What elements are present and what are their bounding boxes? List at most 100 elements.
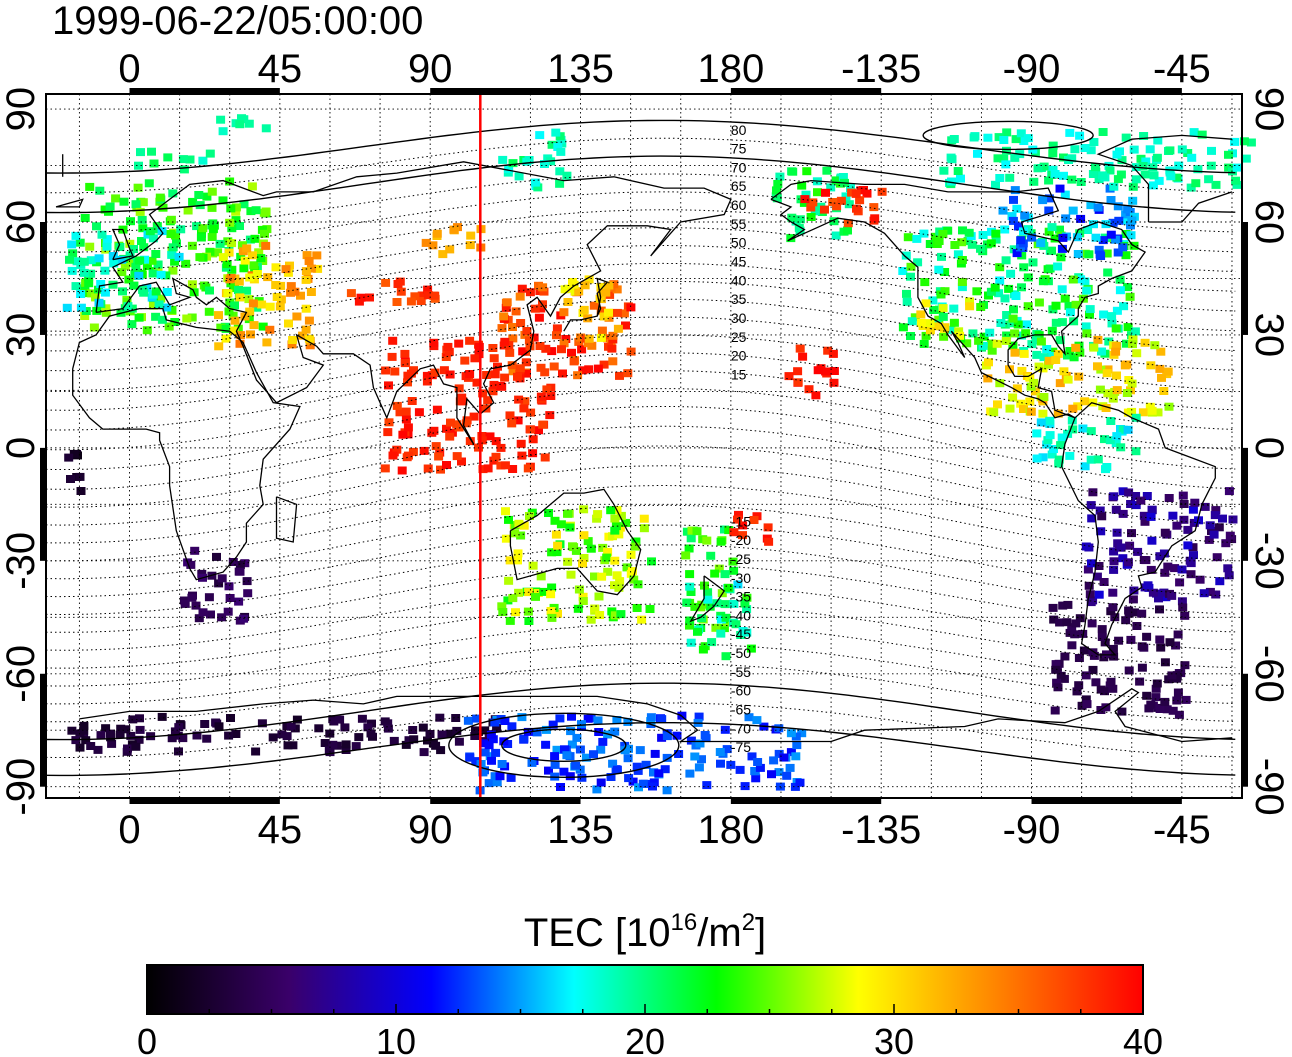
- tec-pixel: [786, 729, 796, 738]
- tec-pixel: [529, 333, 539, 342]
- tec-pixel: [545, 411, 555, 420]
- tec-pixel: [649, 768, 658, 777]
- tec-pixel: [1232, 163, 1242, 172]
- tec-pixel: [550, 752, 560, 761]
- tec-pixel: [621, 518, 631, 527]
- tec-pixel: [66, 475, 75, 483]
- tec-pixel: [190, 546, 200, 555]
- tec-pixel: [1034, 298, 1044, 307]
- tec-pixel: [1082, 286, 1092, 295]
- tec-pixel: [626, 347, 636, 356]
- tec-pixel: [751, 774, 761, 783]
- tec-pixel: [1113, 248, 1123, 257]
- tec-pixel: [117, 268, 127, 277]
- tec-pixel: [633, 580, 643, 589]
- tec-pixel: [500, 373, 510, 382]
- tec-pixel: [94, 254, 104, 263]
- lat-tick-label-right: 90: [1247, 87, 1291, 132]
- tec-pixel: [559, 767, 569, 776]
- tec-pixel: [187, 280, 197, 289]
- tec-pixel: [1057, 433, 1067, 442]
- tec-pixel: [257, 300, 267, 309]
- tec-pixel: [1128, 335, 1138, 344]
- tec-pixel: [305, 341, 315, 350]
- tec-pixel: [296, 291, 305, 300]
- tec-pixel: [1091, 233, 1101, 242]
- tec-pixel: [947, 177, 956, 186]
- tec-pixel: [572, 733, 582, 742]
- tec-pixel: [1047, 326, 1057, 335]
- tec-pixel: [1075, 348, 1085, 357]
- tec-pixel: [552, 745, 562, 754]
- tec-pixel: [513, 549, 523, 558]
- tec-pixel: [418, 723, 428, 732]
- tec-pixel: [1113, 202, 1123, 211]
- lon-tick-label-top: 45: [258, 47, 303, 91]
- tec-pixel: [1121, 210, 1131, 219]
- tec-pixel: [581, 753, 591, 762]
- tec-pixel: [547, 548, 557, 557]
- tec-pixel: [222, 260, 232, 269]
- tec-pixel: [569, 280, 579, 289]
- frame-bar-left: [40, 222, 46, 335]
- tec-pixel: [167, 305, 177, 314]
- tec-pixel: [465, 241, 475, 250]
- tec-pixel: [793, 378, 803, 387]
- tec-pixel: [147, 147, 156, 156]
- tec-pixel: [955, 331, 965, 340]
- tec-pixel: [547, 347, 557, 356]
- tec-pixel: [936, 290, 946, 299]
- tec-pixel: [483, 464, 493, 473]
- tec-pixel: [949, 135, 959, 143]
- tec-pixel: [288, 741, 298, 750]
- tec-pixel: [438, 250, 448, 259]
- tec-pixel: [1075, 131, 1085, 140]
- tec-pixel: [436, 746, 446, 755]
- tec-pixel: [328, 740, 338, 749]
- tec-pixel: [484, 741, 494, 750]
- tec-pixel: [566, 570, 576, 579]
- tec-pixel: [226, 204, 236, 213]
- tec-pixel: [1136, 154, 1146, 163]
- tec-pixel: [1157, 373, 1166, 382]
- tec-pixel: [276, 281, 286, 290]
- tec-pixel: [740, 599, 750, 608]
- tec-pixel: [1111, 341, 1121, 350]
- tec-pixel: [284, 319, 293, 328]
- tec-pixel: [187, 241, 197, 250]
- tec-pixel: [106, 729, 115, 738]
- tec-pixel: [249, 321, 259, 330]
- tec-pixel: [1044, 356, 1054, 365]
- magnetic-contour: [45, 504, 1236, 580]
- tec-pixel: [392, 401, 402, 410]
- tec-pixel: [288, 336, 298, 344]
- tec-pixel: [686, 736, 696, 745]
- tec-pixel: [1048, 141, 1058, 150]
- tec-pixel: [556, 520, 566, 529]
- tec-pixel: [921, 331, 931, 340]
- tec-pixel: [1071, 343, 1081, 352]
- tec-pixel: [1016, 236, 1026, 245]
- lat-tick-label-left: -60: [0, 645, 43, 703]
- tec-pixel: [831, 176, 841, 185]
- tec-pixel: [1097, 633, 1107, 641]
- tec-pixel: [1148, 181, 1158, 190]
- tec-pixel: [929, 306, 939, 314]
- tec-pixel: [1224, 571, 1234, 580]
- tec-pixel: [1123, 323, 1133, 332]
- tec-pixel: [230, 316, 240, 325]
- tec-pixel: [998, 206, 1008, 215]
- tec-pixel: [1128, 595, 1138, 604]
- tec-pixel: [596, 283, 606, 291]
- tec-pixel: [251, 747, 261, 756]
- tec-pixel: [202, 192, 212, 201]
- tec-pixel: [774, 724, 784, 733]
- tec-pixel: [235, 561, 245, 569]
- lon-tick-label-bottom: 45: [258, 808, 303, 852]
- lon-tick-label-bottom: 180: [697, 808, 764, 852]
- lat-tick-label-right: 0: [1247, 437, 1291, 459]
- tec-pixel: [946, 325, 956, 334]
- tec-pixel: [838, 173, 848, 181]
- tec-pixel: [584, 334, 594, 343]
- tec-pixel: [728, 557, 738, 566]
